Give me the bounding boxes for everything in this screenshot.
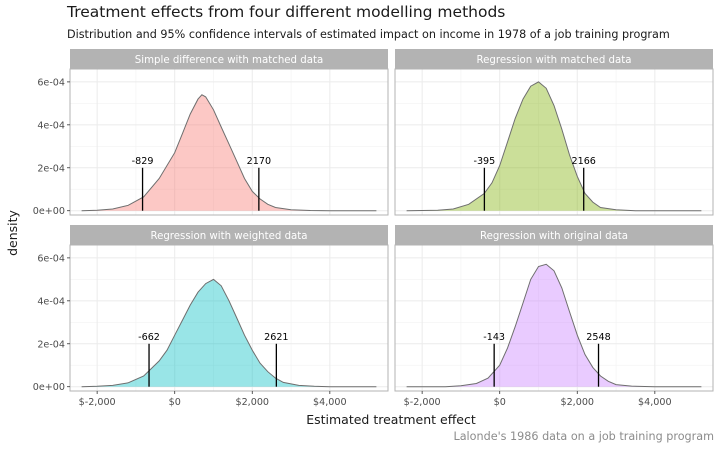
facet-strip-label: Regression with matched data [477, 55, 632, 66]
panel-background [70, 69, 388, 215]
x-tick-label: $2,000 [235, 397, 269, 408]
facet-strip [395, 225, 713, 245]
facet-strip-label: Regression with weighted data [150, 231, 307, 242]
panel-border [69, 244, 389, 392]
x-tick-label: $2,000 [560, 397, 594, 408]
density-area [406, 264, 702, 387]
ci-label: 2170 [247, 156, 271, 167]
x-tick-label: $4,000 [638, 397, 672, 408]
chart-caption: Lalonde's 1986 data on a job training pr… [453, 430, 714, 443]
x-tick-label: $-2,000 [404, 397, 441, 408]
panel-regression-with-original-data: Regression with original data -143 2548 $-2… [394, 225, 714, 408]
facet-strip [395, 49, 713, 69]
facet-panels: Simple difference with matched data -829 2… [33, 49, 714, 408]
panel-simple-difference-with-matched-data: Simple difference with matched data -829 2… [33, 49, 389, 217]
y-tick-label: 2e-04 [37, 339, 65, 350]
panel-background [70, 245, 388, 391]
x-axis-title: Estimated treatment effect [306, 412, 476, 427]
panel-background [395, 245, 713, 391]
chart-title: Treatment effects from four different mo… [66, 3, 505, 21]
y-tick-label: 4e-04 [37, 120, 65, 131]
density-curve [406, 81, 702, 212]
panel-background [395, 69, 713, 215]
y-tick-label: 2e-04 [37, 163, 65, 174]
facet-strip [70, 225, 388, 245]
ci-label: 2548 [586, 332, 610, 343]
x-tick-label: $-2,000 [79, 397, 116, 408]
y-axis-title: density [5, 209, 20, 255]
y-tick-label: 0e+00 [33, 382, 65, 393]
density-curve [406, 263, 702, 388]
panel-regression-with-matched-data: Regression with matched data -395 2166 [394, 49, 714, 216]
y-tick-label: 4e-04 [37, 296, 65, 307]
ci-label: 2621 [264, 332, 288, 343]
y-tick-label: 6e-04 [37, 253, 65, 264]
y-tick-label: 6e-04 [37, 77, 65, 88]
x-tick-label: $0 [169, 397, 181, 408]
y-tick-label: 0e+00 [33, 206, 65, 217]
x-tick-label: $4,000 [313, 397, 347, 408]
panel-border [394, 68, 714, 216]
chart-subtitle: Distribution and 95% confidence interval… [67, 28, 670, 41]
x-tick-label: $0 [494, 397, 506, 408]
density-area [81, 94, 377, 211]
facet-strip [70, 49, 388, 69]
ci-label: -395 [473, 156, 495, 167]
density-curve [81, 278, 377, 388]
panel-border [69, 68, 389, 216]
facet-strip-label: Regression with original data [480, 231, 628, 242]
panel-border [394, 244, 714, 392]
density-area [81, 279, 377, 387]
panel-regression-with-weighted-data: Regression with weighted data -662 2621 0e+… [33, 225, 389, 408]
ci-label: 2166 [571, 156, 595, 167]
density-curve [81, 94, 377, 212]
ci-label: -829 [132, 156, 154, 167]
ci-label: -143 [483, 332, 505, 343]
ci-label: -662 [138, 332, 160, 343]
facet-strip-label: Simple difference with matched data [135, 55, 323, 66]
density-area [406, 81, 702, 211]
